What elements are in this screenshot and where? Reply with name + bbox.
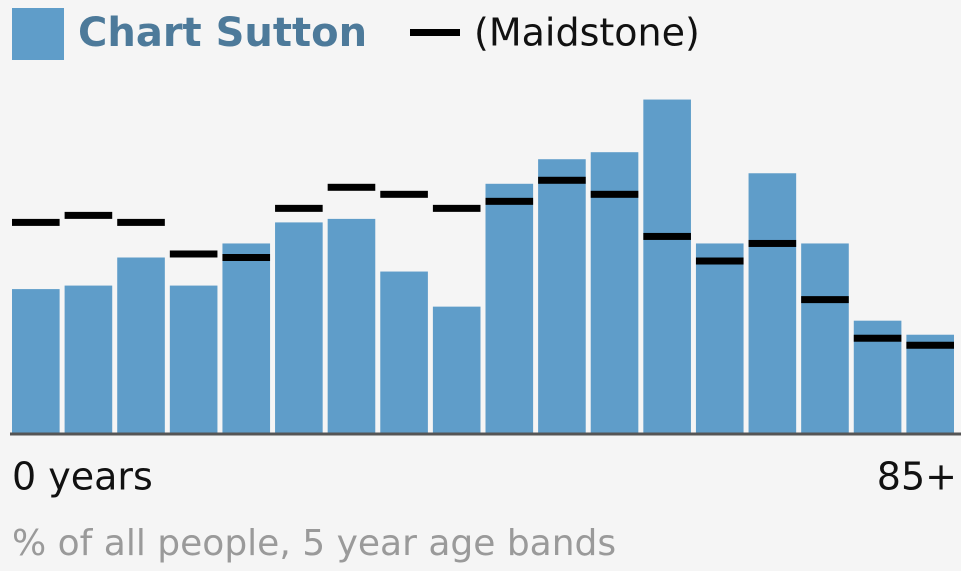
marker [169, 250, 218, 258]
bar [432, 306, 481, 433]
marker [485, 197, 534, 205]
marker [12, 218, 60, 226]
marker [801, 296, 849, 304]
marker [538, 176, 586, 184]
bar [748, 173, 797, 433]
bar [801, 243, 849, 433]
bar [64, 285, 113, 433]
legend-swatch [12, 8, 64, 60]
marker [748, 239, 797, 247]
bar [590, 152, 639, 433]
bar [380, 271, 428, 433]
bar [169, 285, 218, 433]
marker [906, 341, 954, 349]
marker [117, 218, 165, 226]
marker [853, 334, 902, 342]
x-tick-label: 85+ [877, 455, 957, 499]
bar [327, 218, 376, 433]
marker [695, 257, 744, 265]
marker [643, 232, 691, 240]
marker [222, 254, 271, 261]
marker [380, 190, 428, 198]
bar [643, 99, 691, 434]
marker [64, 211, 113, 219]
bar [275, 222, 323, 433]
bar [695, 243, 744, 433]
marker [432, 204, 481, 212]
legend-label: (Maidstone) [474, 11, 700, 55]
x-tick-label: 0 years [12, 455, 153, 499]
legend-marker [410, 29, 460, 36]
marker [590, 190, 639, 198]
legend-label: Chart Sutton [78, 10, 367, 56]
bar [485, 183, 534, 433]
marker [327, 183, 376, 191]
bar [906, 334, 954, 433]
bar [12, 289, 60, 433]
x-axis-label: % of all people, 5 year age bands [12, 523, 616, 564]
bar [222, 243, 271, 433]
bar [538, 159, 586, 433]
bar [117, 257, 165, 433]
marker [275, 204, 323, 212]
